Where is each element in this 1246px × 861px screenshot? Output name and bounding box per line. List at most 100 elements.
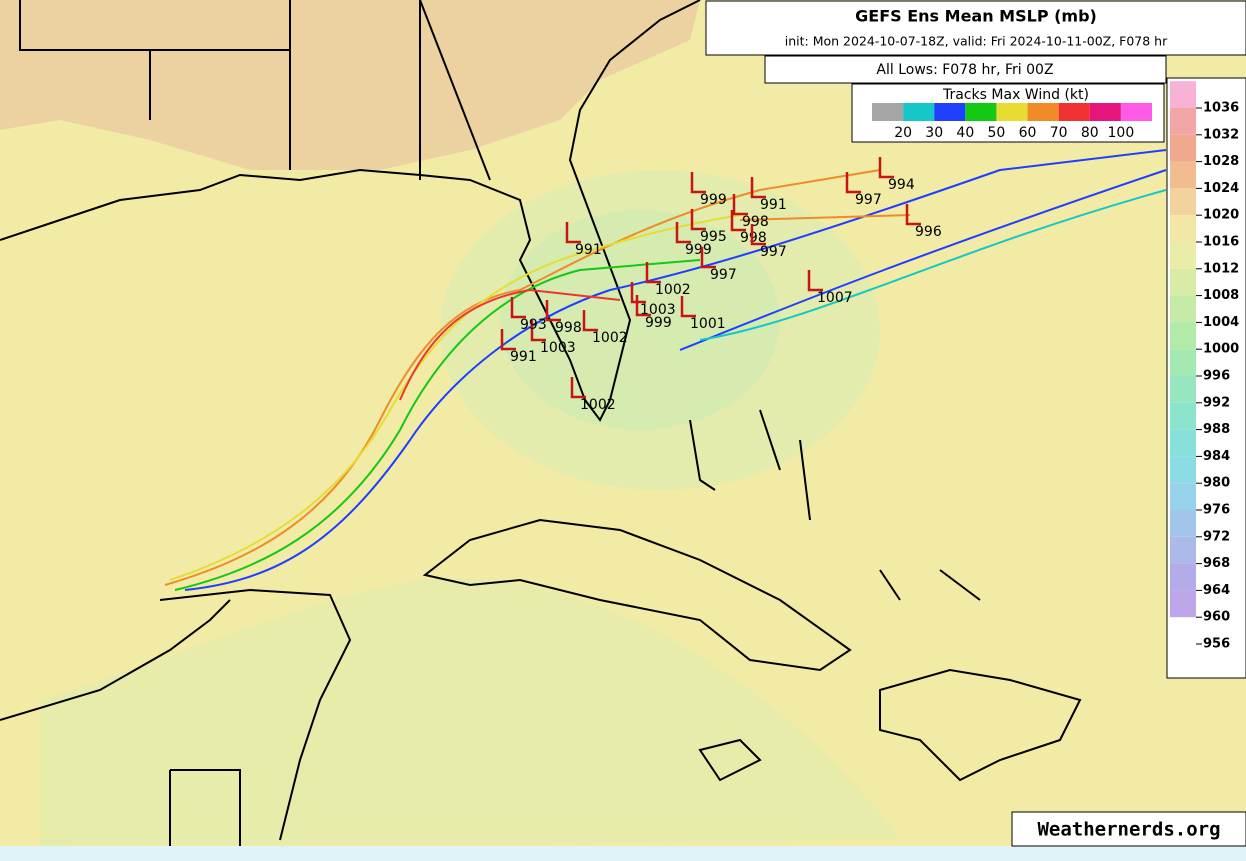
wind-label: 60 bbox=[1019, 125, 1037, 141]
scale-label: 1032 bbox=[1203, 127, 1239, 142]
scale-label: 984 bbox=[1203, 449, 1230, 464]
scale-color bbox=[1170, 268, 1196, 296]
low-label: 994 bbox=[888, 177, 915, 193]
low-label: 998 bbox=[742, 214, 769, 230]
scale-label: 960 bbox=[1203, 610, 1230, 625]
scale-color bbox=[1170, 536, 1196, 564]
low-label: 1001 bbox=[690, 316, 726, 332]
scale-label: 988 bbox=[1203, 422, 1230, 437]
low-label: 998 bbox=[740, 230, 767, 246]
low-label: 1007 bbox=[817, 290, 853, 306]
wind-label: 50 bbox=[988, 125, 1006, 141]
track bbox=[164, 169, 881, 586]
scale-color bbox=[1170, 376, 1196, 403]
low-barb bbox=[570, 377, 586, 399]
coastline bbox=[0, 0, 701, 422]
low-label: 997 bbox=[710, 267, 737, 283]
low-label: 991 bbox=[510, 349, 537, 365]
scale-label: 972 bbox=[1203, 529, 1230, 544]
scale-color bbox=[1170, 134, 1196, 162]
low-barb bbox=[635, 295, 651, 317]
low-barb bbox=[750, 224, 766, 246]
low-label: 991 bbox=[575, 242, 602, 258]
low-barb bbox=[732, 194, 748, 216]
track bbox=[739, 214, 911, 221]
low-barb bbox=[680, 296, 696, 318]
scale-label: 996 bbox=[1203, 369, 1230, 384]
wind-label: 40 bbox=[956, 125, 974, 141]
scale-color bbox=[1170, 563, 1196, 591]
scale-label: 1028 bbox=[1203, 154, 1239, 169]
land-pressure-area bbox=[0, 0, 700, 170]
coastline bbox=[0, 588, 352, 846]
scale-color bbox=[1170, 349, 1196, 376]
scale-color bbox=[1170, 456, 1196, 484]
coastline bbox=[422, 518, 852, 672]
low-barb bbox=[845, 172, 861, 194]
lows-label: All Lows: F078 hr, Fri 00Z bbox=[876, 62, 1053, 78]
scale-label: 1000 bbox=[1203, 342, 1239, 357]
low-label: 997 bbox=[855, 192, 882, 208]
scale-color bbox=[1170, 322, 1196, 350]
wind-label: 100 bbox=[1108, 125, 1135, 141]
low-label: 1003 bbox=[540, 340, 576, 356]
low-label: 993 bbox=[520, 317, 547, 333]
low-barb bbox=[645, 262, 661, 284]
scale-label: 968 bbox=[1203, 556, 1230, 571]
scale-label: 1016 bbox=[1203, 235, 1239, 250]
low-label: 999 bbox=[685, 242, 712, 258]
low-barb bbox=[500, 329, 516, 351]
scale-label: 1008 bbox=[1203, 288, 1239, 303]
wind-color bbox=[1027, 103, 1059, 121]
scale-color bbox=[1170, 188, 1196, 216]
scale-color bbox=[1170, 590, 1196, 618]
wind-color bbox=[996, 103, 1028, 121]
low-label: 998 bbox=[555, 320, 582, 336]
wind-color bbox=[1058, 103, 1090, 121]
state-border bbox=[19, 0, 491, 181]
low-label: 1002 bbox=[580, 397, 616, 413]
low-barb bbox=[630, 282, 646, 304]
scale-color bbox=[1170, 215, 1196, 242]
wind-label: 20 bbox=[894, 125, 912, 141]
storm-tracks bbox=[164, 149, 1167, 591]
scale-label: 964 bbox=[1203, 583, 1230, 598]
lows: 999 9919949979989989959999979969979911007… bbox=[500, 157, 942, 413]
wind-color bbox=[934, 103, 966, 121]
low-barb bbox=[545, 300, 561, 322]
low-label: 991 bbox=[760, 197, 787, 213]
scale-color bbox=[1170, 161, 1196, 189]
low-barb bbox=[510, 297, 526, 319]
scale-label: 1012 bbox=[1203, 261, 1239, 276]
scale-label: 956 bbox=[1203, 637, 1230, 652]
watermark-box bbox=[1011, 811, 1246, 847]
low-barb bbox=[807, 270, 823, 292]
watermark: Weathernerds.org bbox=[1037, 819, 1220, 841]
scale-color bbox=[1170, 108, 1196, 135]
low-label: 1002 bbox=[655, 282, 691, 298]
scale-color bbox=[1170, 295, 1196, 323]
track bbox=[169, 214, 741, 581]
subtitle: init: Mon 2024-10-07-18Z, valid: Fri 202… bbox=[785, 34, 1168, 49]
low-barb bbox=[690, 209, 706, 231]
scale-label: 1036 bbox=[1203, 101, 1239, 116]
low-barb bbox=[675, 222, 691, 244]
low-barb bbox=[530, 320, 546, 342]
coastline bbox=[689, 409, 981, 601]
scale-label: 1024 bbox=[1203, 181, 1239, 196]
track bbox=[174, 259, 701, 591]
wind-color bbox=[1089, 103, 1121, 121]
scale-label: 992 bbox=[1203, 395, 1230, 410]
low-barb bbox=[878, 157, 894, 179]
title: GEFS Ens Mean MSLP (mb) bbox=[855, 7, 1097, 26]
track bbox=[184, 149, 1167, 591]
low-label: 995 bbox=[700, 229, 727, 245]
track bbox=[399, 288, 621, 401]
wind-label: 70 bbox=[1050, 125, 1068, 141]
wind-color bbox=[1120, 103, 1152, 121]
track bbox=[699, 189, 1167, 341]
scale-color bbox=[1170, 242, 1196, 269]
coastlines bbox=[0, 0, 1082, 846]
low-barb bbox=[700, 247, 716, 269]
scale-color bbox=[1170, 81, 1196, 108]
